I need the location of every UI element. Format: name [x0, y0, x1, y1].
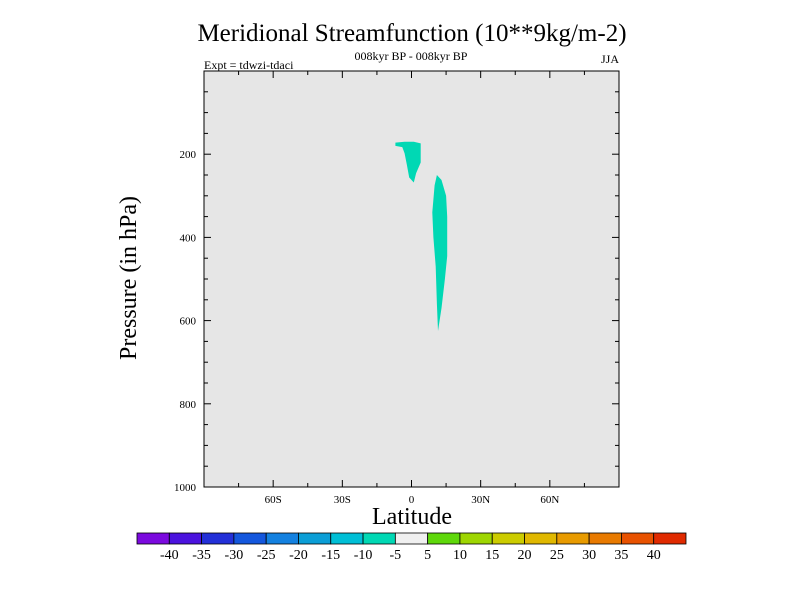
plot-background	[204, 71, 619, 487]
colorbar-box	[330, 532, 364, 545]
colorbar-label: 10	[453, 548, 467, 563]
y-axis-label: Pressure (in hPa)	[116, 196, 142, 360]
colorbar-label: 5	[424, 548, 431, 563]
y-tick-label: 600	[180, 316, 197, 328]
colorbar-label: -35	[192, 548, 211, 563]
colorbar-label: 35	[614, 548, 628, 563]
colorbar-label: -5	[390, 548, 402, 563]
chart-subtitle-right: JJA	[601, 52, 619, 66]
colorbar-label: 25	[550, 548, 564, 563]
colorbar-box	[653, 532, 687, 545]
x-tick-label: 60S	[265, 494, 282, 506]
colorbar-box	[621, 532, 655, 545]
colorbar-label: -40	[160, 548, 179, 563]
axes-group: 60S 30S 0 30N 60N 200 400 600 800 1000	[174, 71, 619, 506]
colorbar-box	[168, 532, 202, 545]
chart-title: Meridional Streamfunction (10**9kg/m-2)	[197, 20, 626, 47]
y-tick-label: 400	[180, 232, 197, 244]
contour-region-2	[432, 175, 448, 331]
contour-regions	[395, 141, 448, 331]
colorbar-box	[588, 532, 622, 545]
contour-region-1	[395, 141, 421, 183]
colorbar-label: -10	[354, 548, 373, 563]
colorbar-box	[362, 532, 396, 545]
colorbar-box	[556, 532, 590, 545]
chart-subtitle-left: Expt = tdwzi-tdaci	[204, 58, 294, 72]
y-tick-label: 200	[180, 149, 197, 161]
colorbar-label: 30	[582, 548, 596, 563]
x-tick-label: 0	[409, 494, 415, 506]
chart-subtitle-center: 008kyr BP - 008kyr BP	[355, 49, 468, 63]
colorbar-label: -25	[257, 548, 276, 563]
colorbar-label: 40	[647, 548, 661, 563]
colorbar-label: -15	[321, 548, 340, 563]
x-tick-label: 30N	[471, 494, 490, 506]
colorbar-box	[491, 532, 525, 545]
colorbar-label: 20	[518, 548, 532, 563]
x-tick-label: 30S	[334, 494, 351, 506]
colorbar-box	[201, 532, 235, 545]
colorbar-box	[265, 532, 299, 545]
y-tick-label: 1000	[174, 482, 197, 494]
colorbar-label: -30	[225, 548, 244, 563]
colorbar-box	[427, 532, 461, 545]
colorbar-box	[136, 532, 170, 545]
colorbar-box	[394, 532, 429, 545]
colorbar-box	[459, 532, 493, 545]
colorbar-label: 15	[485, 548, 499, 563]
y-tick-label: 800	[180, 399, 197, 411]
colorbar-box	[298, 532, 332, 545]
x-tick-label: 60N	[540, 494, 559, 506]
colorbar-label: -20	[289, 548, 308, 563]
colorbar-box	[233, 532, 267, 545]
colorbar-box	[524, 532, 558, 545]
x-axis-label: Latitude	[372, 504, 452, 530]
colorbar: -40 -35 -30 -25 -20 -15 -10 -5 5 10 15 20 25 30 35 40	[136, 532, 687, 563]
